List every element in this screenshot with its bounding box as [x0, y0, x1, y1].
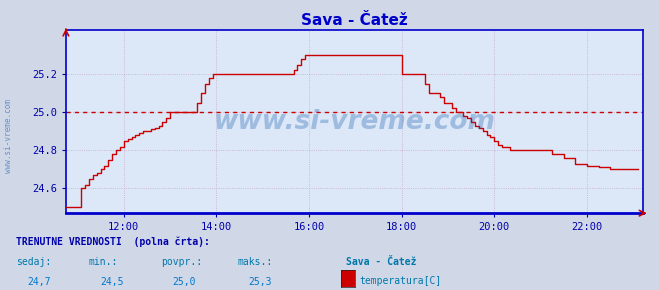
Text: temperatura[C]: temperatura[C]	[360, 276, 442, 286]
Text: povpr.:: povpr.:	[161, 257, 202, 267]
Text: 25,3: 25,3	[248, 277, 272, 287]
Text: sedaj:: sedaj:	[16, 257, 51, 267]
Text: 24,7: 24,7	[28, 277, 51, 287]
Title: Sava - Čatež: Sava - Čatež	[301, 13, 407, 28]
Text: www.si-vreme.com: www.si-vreme.com	[4, 99, 13, 173]
Text: TRENUTNE VREDNOSTI  (polna črta):: TRENUTNE VREDNOSTI (polna črta):	[16, 237, 210, 247]
Text: min.:: min.:	[89, 257, 119, 267]
Text: 24,5: 24,5	[100, 277, 124, 287]
Text: 25,0: 25,0	[173, 277, 196, 287]
Text: Sava - Čatež: Sava - Čatež	[346, 257, 416, 267]
Text: www.si-vreme.com: www.si-vreme.com	[214, 109, 495, 135]
Text: maks.:: maks.:	[237, 257, 272, 267]
